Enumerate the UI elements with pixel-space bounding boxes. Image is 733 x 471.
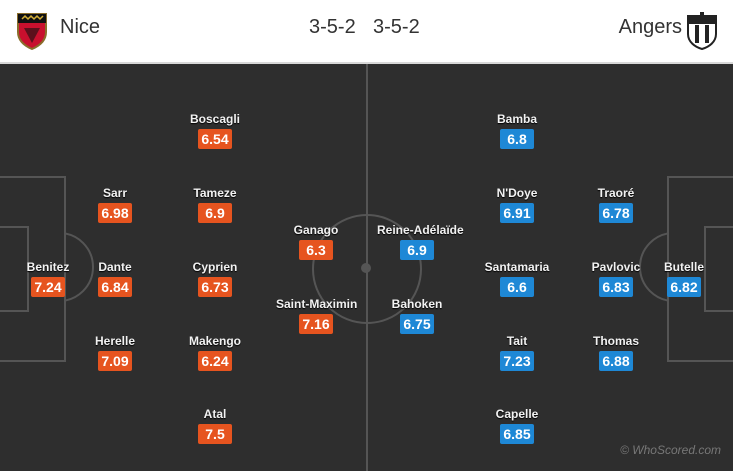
player-tameze[interactable]: Tameze 6.9 [175,186,255,223]
player-thomas[interactable]: Thomas 6.88 [576,334,656,371]
player-rating: 6.98 [98,203,132,223]
player-benitez[interactable]: Benitez 7.24 [8,260,88,297]
player-name: Tait [506,334,528,348]
match-header: Nice 3-5-2 3-5-2 Angers [0,0,733,64]
home-goal-area [0,226,29,312]
player-rating: 7.24 [31,277,65,297]
player-rating: 6.75 [400,314,434,334]
player-rating: 7.23 [500,351,534,371]
center-spot [361,263,371,273]
player-name: Pavlovic [591,260,641,274]
player-name: Saint-Maximin [276,297,358,311]
player-traore[interactable]: Traoré 6.78 [576,186,656,223]
player-name: N'Doye [496,186,538,200]
player-makengo[interactable]: Makengo 6.24 [175,334,255,371]
player-rating: 6.6 [500,277,534,297]
player-capelle[interactable]: Capelle 6.85 [477,407,557,444]
player-name: Capelle [495,407,539,421]
player-rating: 6.83 [599,277,633,297]
player-rating: 6.91 [500,203,534,223]
away-team-name[interactable]: Angers [618,16,682,38]
whoscored-credit: © WhoScored.com [620,443,721,457]
player-rating: 6.24 [198,351,232,371]
home-penalty-area [0,176,66,362]
away-formation: 3-5-2 [373,16,420,38]
player-boscagli[interactable]: Boscagli 6.54 [175,112,255,149]
player-name: Thomas [592,334,639,348]
player-rating: 6.84 [98,277,132,297]
player-rating: 6.78 [599,203,633,223]
angers-crest-icon [687,12,717,50]
player-rating: 6.8 [500,129,534,149]
player-name: Ganago [293,223,339,237]
player-ndoye[interactable]: N'Doye 6.91 [477,186,557,223]
player-rating: 7.16 [299,314,333,334]
player-name: Boscagli [189,112,240,126]
player-name: Bahoken [391,297,443,311]
player-rating: 6.88 [599,351,633,371]
player-rating: 6.82 [667,277,701,297]
player-reine-adelaide[interactable]: Reine-Adélaïde 6.9 [377,223,464,260]
player-name: Atal [203,407,227,421]
player-rating: 6.9 [198,203,232,223]
player-name: Makengo [188,334,241,348]
player-name: Traoré [597,186,635,200]
home-team-name[interactable]: Nice [60,16,101,38]
center-circle [312,214,422,324]
player-rating: 7.5 [198,424,232,444]
player-cyprien[interactable]: Cyprien 6.73 [175,260,255,297]
player-bahoken[interactable]: Bahoken 6.75 [377,297,457,334]
player-name: Bamba [496,112,537,126]
player-rating: 6.85 [500,424,534,444]
player-santamaria[interactable]: Santamaria 6.6 [477,260,557,297]
player-name: Butelle [663,260,704,274]
player-pavlovic[interactable]: Pavlovic 6.83 [576,260,656,297]
player-rating: 6.3 [299,240,333,260]
player-atal[interactable]: Atal 7.5 [175,407,255,444]
player-dante[interactable]: Dante 6.84 [75,260,155,297]
player-name: Cyprien [192,260,238,274]
player-rating: 7.09 [98,351,132,371]
nice-crest-icon [17,13,47,50]
player-name: Reine-Adélaïde [377,223,464,237]
player-saint-maximin[interactable]: Saint-Maximin 7.16 [276,297,358,334]
player-tait[interactable]: Tait 7.23 [477,334,557,371]
player-rating: 6.73 [198,277,232,297]
home-formation: 3-5-2 [309,16,356,38]
player-ganago[interactable]: Ganago 6.3 [276,223,356,260]
player-name: Herelle [94,334,136,348]
player-name: Santamaria [484,260,550,274]
pitch: Benitez 7.24 Sarr 6.98 Dante 6.84 Herell… [0,64,733,471]
away-penalty-area [667,176,733,362]
player-name: Dante [98,260,132,274]
away-goal-area [704,226,733,312]
player-sarr[interactable]: Sarr 6.98 [75,186,155,223]
player-butelle[interactable]: Butelle 6.82 [644,260,724,297]
player-name: Sarr [102,186,128,200]
player-rating: 6.54 [198,129,232,149]
player-name: Tameze [193,186,237,200]
player-rating: 6.9 [400,240,434,260]
player-name: Benitez [26,260,70,274]
player-bamba[interactable]: Bamba 6.8 [477,112,557,149]
player-herelle[interactable]: Herelle 7.09 [75,334,155,371]
